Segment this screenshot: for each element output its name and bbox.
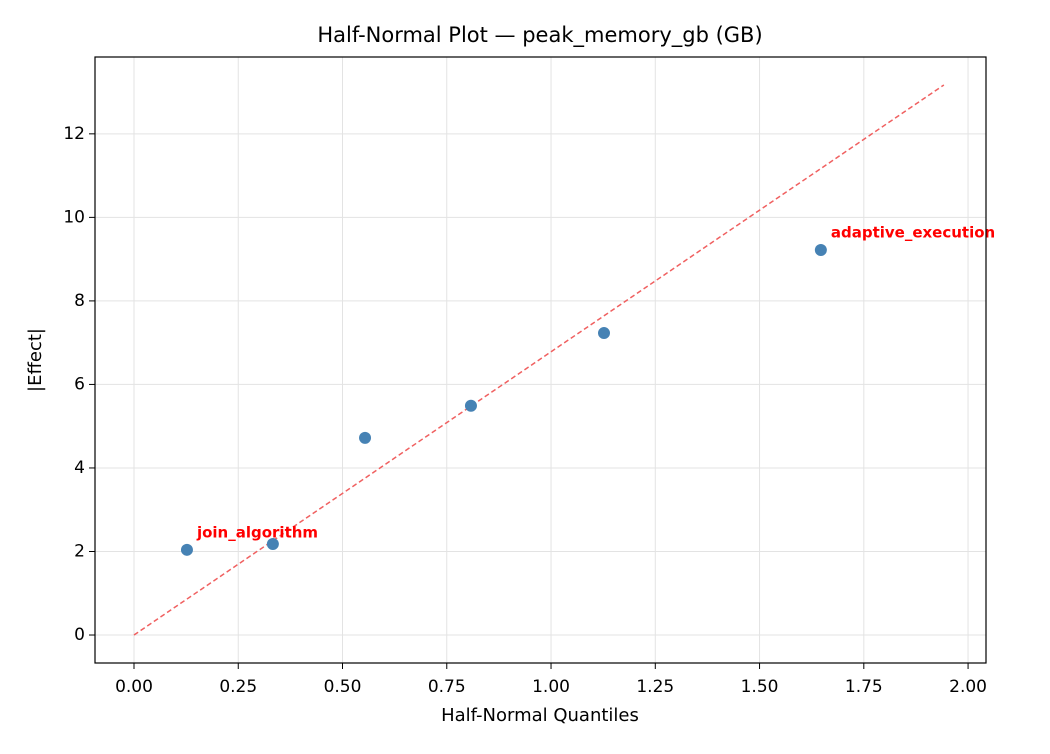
point: [814, 243, 827, 256]
x-tick-label: 0.50: [324, 677, 362, 697]
plot-frame: [94, 56, 987, 664]
x-tick-label: 1.50: [741, 677, 779, 697]
x-axis-label: Half-Normal Quantiles: [441, 705, 639, 726]
point: [180, 543, 193, 556]
x-tick-label: 1.75: [845, 677, 883, 697]
x-tick-label: 0.00: [115, 677, 153, 697]
point: [597, 327, 610, 340]
point: [266, 537, 279, 550]
y-tick-label: 4: [74, 458, 85, 478]
y-tick-label: 8: [74, 291, 85, 311]
x-tick-label: 2.00: [949, 677, 987, 697]
y-tick-label: 0: [74, 625, 85, 645]
annotation: join_algorithm: [196, 523, 318, 541]
point: [359, 431, 372, 444]
y-axis-label: |Effect|: [25, 328, 46, 392]
reference-line: [133, 84, 945, 636]
x-tick-label: 1.25: [636, 677, 674, 697]
y-tick-label: 10: [63, 207, 85, 227]
annotation: adaptive_execution: [831, 223, 995, 241]
y-tick-label: 6: [74, 374, 85, 394]
chart-title: Half-Normal Plot — peak_memory_gb (GB): [317, 23, 762, 48]
y-tick-label: 12: [63, 124, 85, 144]
y-tick-label: 2: [74, 541, 85, 561]
x-tick-label: 0.75: [428, 677, 466, 697]
point: [464, 399, 477, 412]
x-tick-label: 0.25: [219, 677, 257, 697]
x-tick-label: 1.00: [532, 677, 570, 697]
